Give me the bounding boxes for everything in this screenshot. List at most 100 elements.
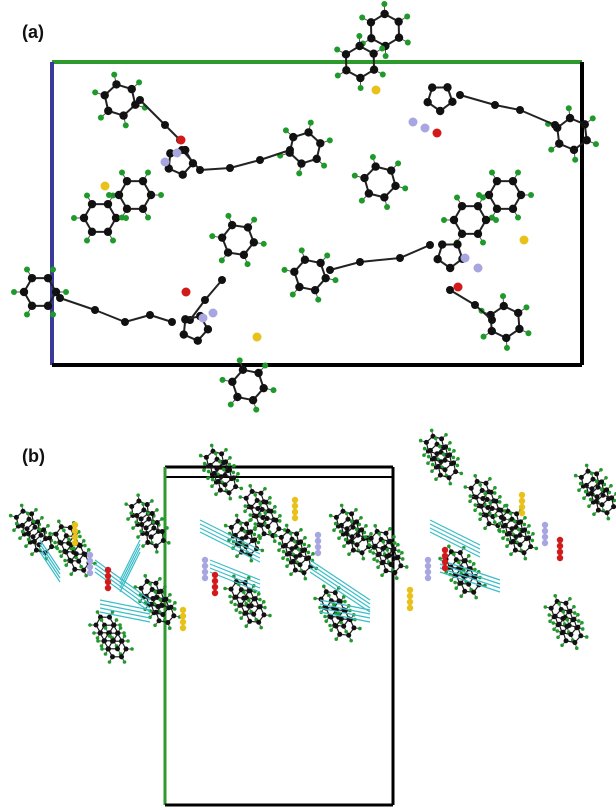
atom (35, 519, 40, 524)
atom (136, 535, 140, 539)
atom (483, 481, 488, 486)
atom (519, 492, 525, 498)
atom (400, 551, 404, 555)
atom (324, 253, 330, 259)
atom (303, 543, 307, 547)
atom (572, 157, 578, 163)
atom (438, 557, 442, 561)
atom (395, 33, 403, 41)
atom (134, 513, 139, 518)
atom (104, 626, 108, 630)
atom (263, 511, 267, 515)
atom (101, 638, 106, 643)
atom (472, 562, 476, 566)
atom (315, 544, 321, 550)
bond (200, 168, 230, 170)
atom (433, 255, 441, 263)
atom (315, 550, 321, 556)
atom (69, 559, 74, 564)
atom (72, 528, 78, 534)
atom (265, 516, 270, 521)
atom (78, 535, 82, 539)
atom (356, 74, 364, 82)
atom (146, 517, 151, 522)
atom (459, 594, 463, 598)
atom (292, 497, 298, 503)
atom (151, 520, 155, 524)
atom (515, 215, 521, 221)
atom (28, 274, 36, 282)
atom (522, 527, 527, 532)
atom (498, 500, 502, 504)
bond (260, 150, 290, 160)
atom (74, 551, 79, 556)
atom (463, 485, 467, 489)
atom (214, 492, 218, 496)
atom (87, 548, 91, 552)
atom (151, 526, 156, 531)
atom (332, 528, 336, 532)
atom (100, 618, 104, 622)
atom (26, 531, 31, 536)
atom (202, 569, 208, 575)
atom (332, 277, 338, 283)
atom (583, 136, 591, 144)
atom (566, 105, 572, 111)
atom (359, 516, 363, 520)
atom (212, 590, 218, 596)
atom (283, 127, 289, 133)
atom (595, 480, 599, 484)
atom (494, 514, 498, 518)
atom (212, 572, 218, 578)
atom (337, 536, 341, 540)
atom (354, 542, 359, 547)
atom (64, 533, 69, 538)
atom (439, 436, 444, 441)
atom (428, 83, 436, 91)
atom (223, 587, 227, 591)
atom (484, 513, 489, 518)
atom (228, 378, 236, 386)
atom (454, 283, 463, 292)
atom (579, 482, 583, 486)
atom (293, 540, 297, 544)
atom (460, 472, 464, 476)
atom (252, 537, 257, 542)
atom (585, 469, 590, 474)
atom (346, 633, 351, 638)
atom (254, 514, 259, 519)
atom (232, 464, 236, 468)
atom (394, 17, 402, 25)
atom (557, 555, 563, 561)
atom (158, 589, 163, 594)
atom (295, 283, 303, 291)
atom (247, 599, 251, 603)
atom (115, 646, 120, 651)
atom (478, 517, 482, 521)
atom (367, 543, 371, 547)
atom (222, 473, 227, 478)
atom (119, 626, 123, 630)
atom (208, 463, 213, 468)
atom (391, 547, 396, 552)
atom (436, 107, 444, 115)
atom (278, 514, 282, 518)
atom (112, 214, 120, 222)
atom (491, 101, 499, 109)
atom (372, 557, 376, 561)
atom (239, 366, 247, 374)
atom (573, 611, 577, 615)
atom (393, 541, 397, 545)
atom (456, 457, 460, 461)
atom (432, 456, 437, 461)
atom (474, 495, 479, 500)
atom (446, 264, 454, 272)
atom (278, 542, 282, 546)
atom (489, 169, 495, 175)
atom (327, 594, 331, 598)
atom (473, 474, 477, 478)
atom (381, 1, 387, 7)
atom (268, 614, 272, 618)
atom (493, 177, 501, 185)
atom (561, 610, 565, 614)
